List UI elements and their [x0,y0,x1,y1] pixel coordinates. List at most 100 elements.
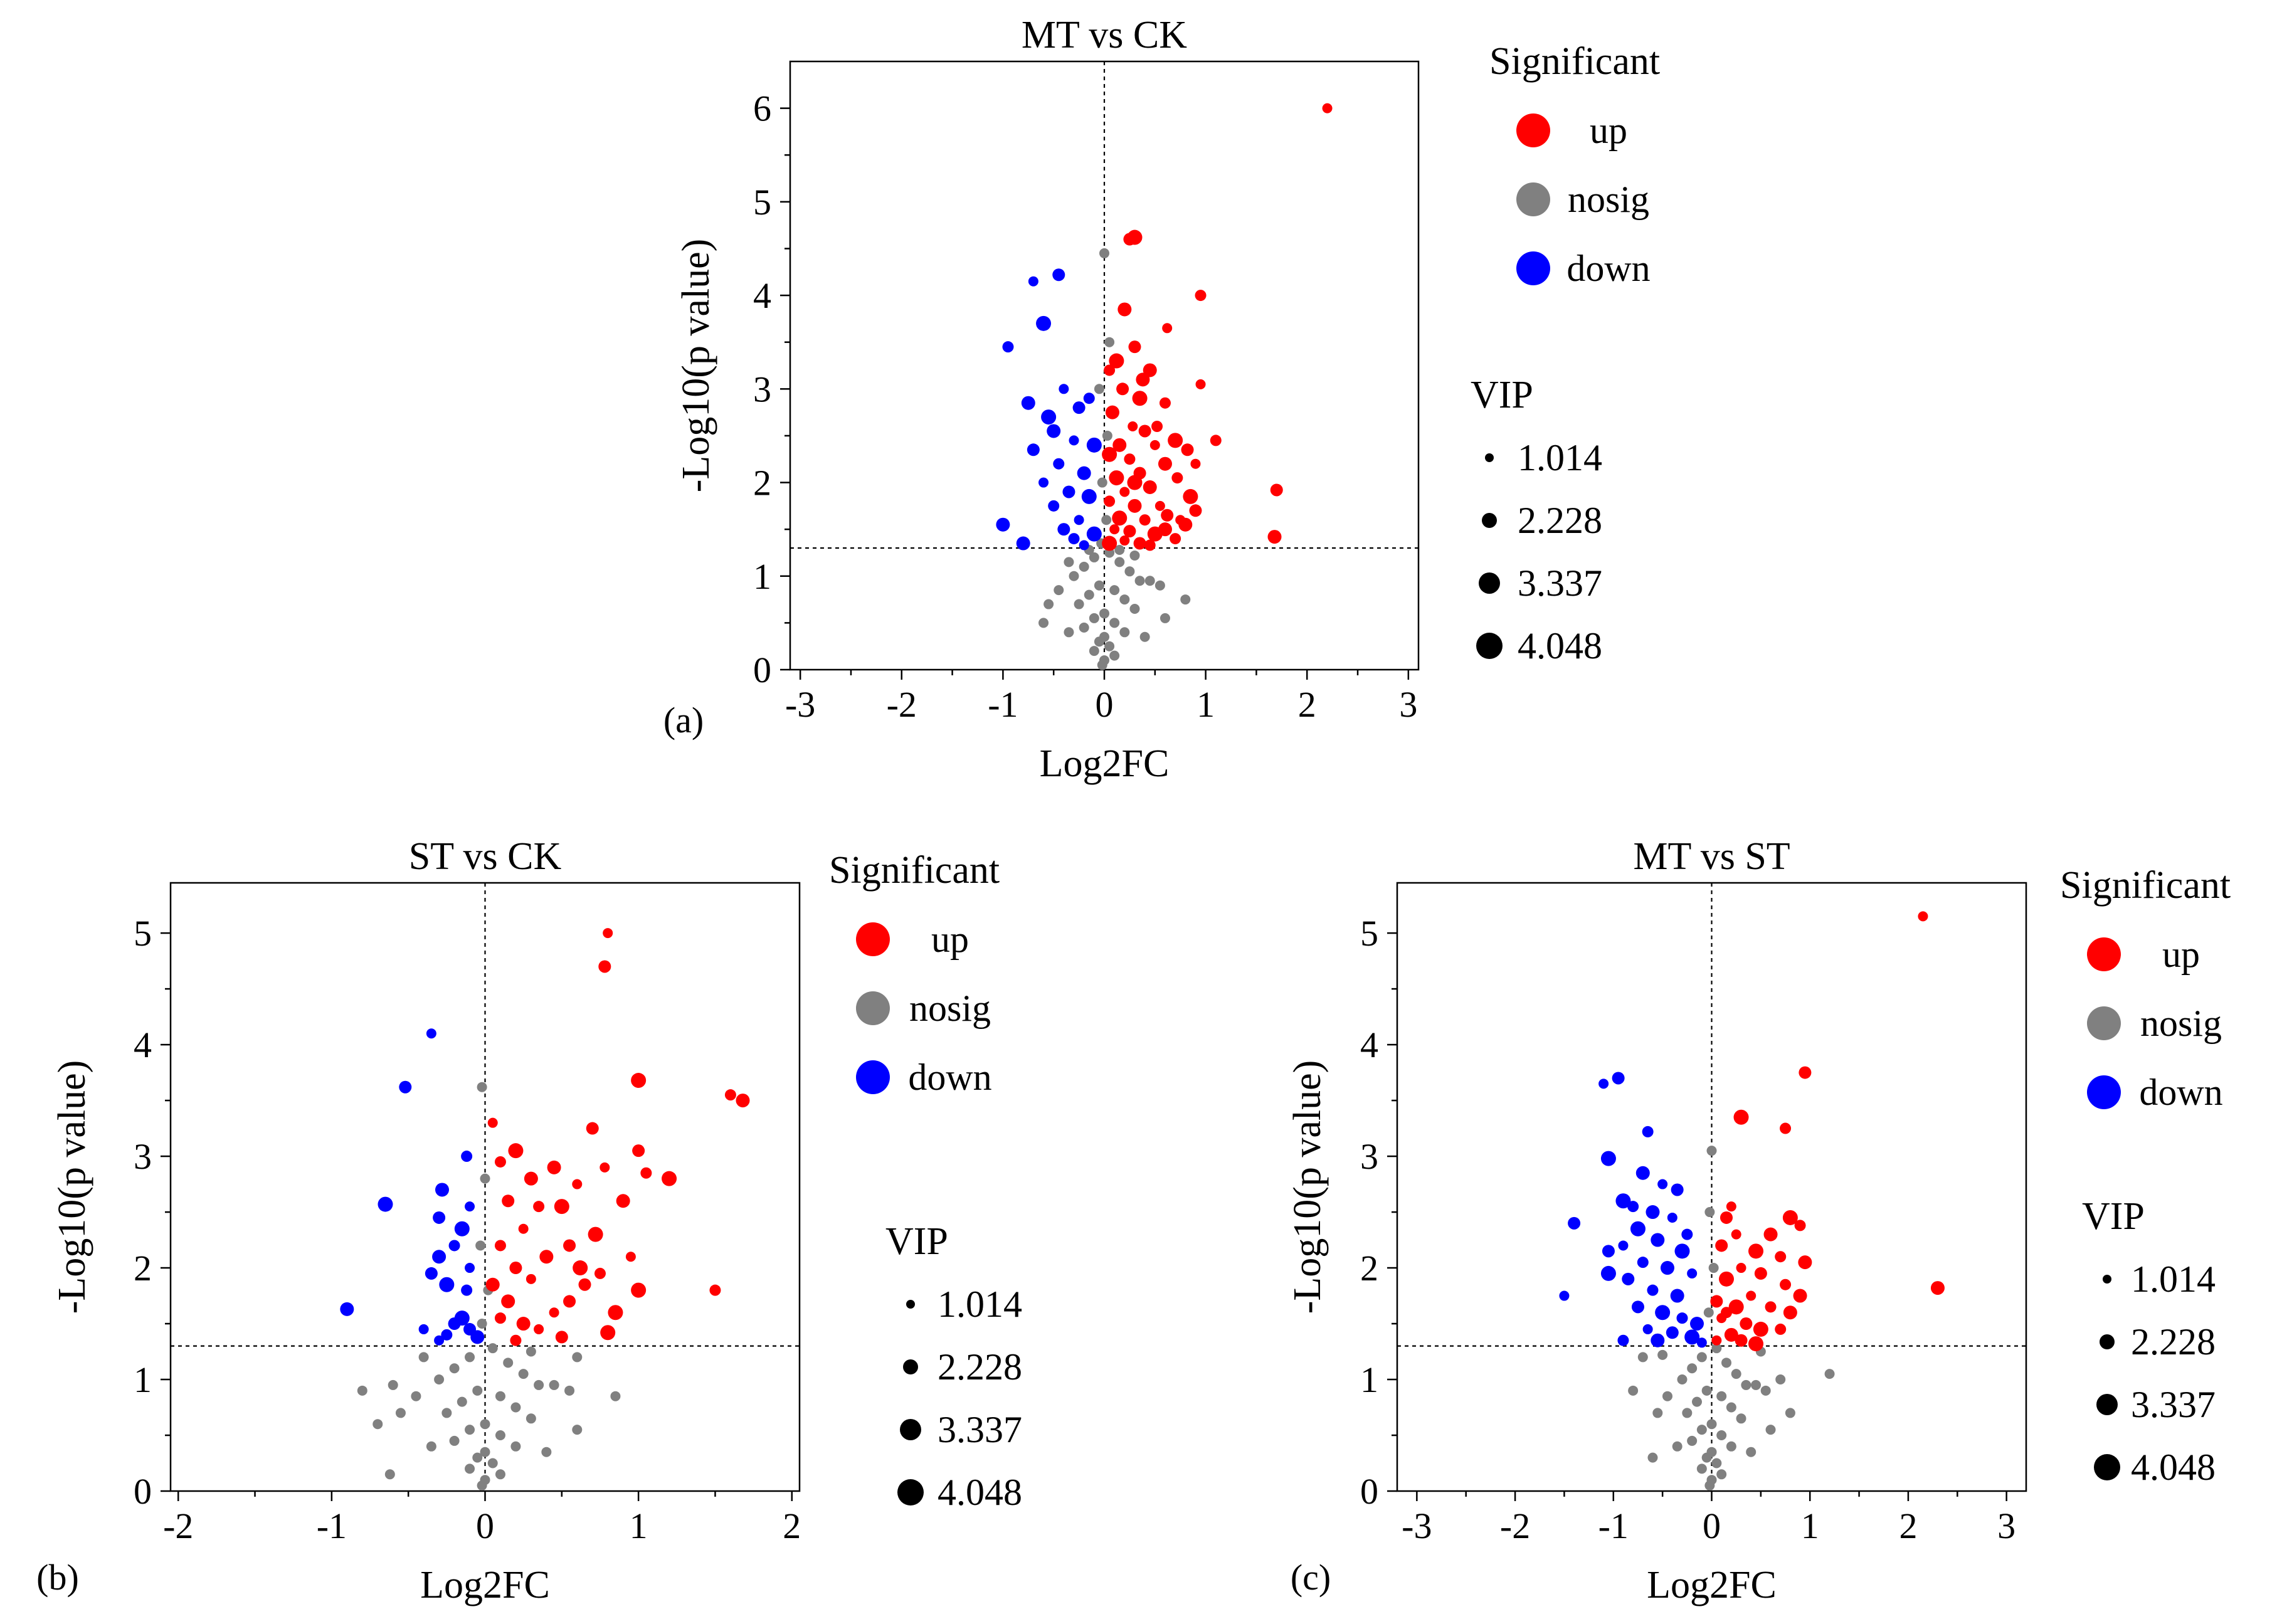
point-nosig [465,1425,475,1435]
point-down [448,1240,460,1252]
point-up [600,1325,616,1341]
point-up [1720,1211,1733,1224]
point-up [1158,456,1172,471]
legend-down-marker [2087,1075,2121,1109]
point-nosig [1662,1391,1672,1401]
point-nosig [1180,594,1191,605]
point-down [1036,315,1052,331]
point-up [1139,514,1151,526]
point-up [1124,453,1136,465]
point-down [1631,1300,1644,1314]
point-nosig [1704,1480,1715,1491]
point-nosig [1657,1349,1668,1360]
point-down [463,1322,477,1336]
point-nosig [477,1480,487,1491]
legend-nosig-marker [856,991,890,1025]
point-nosig [1069,571,1079,581]
point-nosig [1775,1374,1786,1385]
point-nosig [1706,1419,1717,1430]
point-nosig [1097,660,1107,670]
panel-c: -3 -2 -1 0 1 2 3 0 1 2 3 4 5 MT vs ST Log2FC -Log10(p v… [1286,835,2231,1606]
point-down [1052,268,1065,282]
point-down [439,1277,455,1292]
y-tick-label: 1 [753,556,771,597]
point-down [441,1329,453,1341]
point-up [1715,1239,1728,1252]
point-nosig [1129,550,1140,561]
point-up [600,1162,610,1173]
point-down [1600,1265,1616,1281]
point-up [549,1307,559,1318]
y-tick-label: 0 [1360,1471,1378,1512]
point-nosig [1079,561,1089,572]
point-nosig [1741,1379,1751,1390]
point-nosig [1637,1352,1648,1363]
point-up [1143,480,1157,494]
point-up [572,1179,583,1189]
point-up [1270,483,1283,497]
y-tick-label: 3 [134,1136,152,1177]
point-up [1710,1295,1723,1308]
point-nosig [572,1425,583,1435]
point-nosig [564,1385,575,1396]
legend-vip-marker [1476,633,1503,659]
legend-vip-marker [903,1359,918,1374]
legend-vip-label: 3.337 [2131,1384,2216,1425]
legend-nosig-label: nosig [909,988,991,1029]
point-down [1651,1333,1665,1347]
x-axis-title: Log2FC [1040,742,1170,785]
point-up [1763,1227,1778,1242]
point-up [1109,524,1120,535]
legend-down-marker [1516,251,1550,285]
point-nosig [1701,1452,1712,1463]
legend-vip-marker [2103,1275,2111,1284]
point-nosig [510,1402,521,1413]
legend-vip-marker [2100,1334,2115,1349]
point-down [1053,458,1065,470]
legend-vip-label: 1.014 [2131,1258,2216,1300]
point-up [1133,537,1146,550]
point-nosig [1101,515,1112,525]
legend-up-marker [856,922,890,956]
point-nosig [1114,557,1125,567]
point-nosig [477,1082,487,1092]
point-nosig [1064,627,1074,638]
point-nosig [495,1469,505,1480]
point-nosig [472,1385,483,1396]
point-down [1674,1243,1690,1259]
point-up [510,1334,522,1346]
point-up [578,1278,591,1291]
point-nosig [1726,1402,1736,1413]
point-up [1158,522,1172,537]
point-down [1048,500,1060,512]
point-down [1057,523,1070,536]
point-nosig [1097,477,1107,488]
point-down [1047,424,1061,438]
point-down [1002,341,1014,353]
point-up [1775,1251,1787,1263]
point-up [1149,440,1160,450]
point-up [640,1167,652,1179]
point-up [487,1117,498,1128]
point-down [1676,1312,1688,1324]
point-down [1666,1326,1679,1339]
point-nosig [1129,604,1140,614]
point-up [1102,446,1117,462]
point-nosig [1765,1425,1776,1435]
point-down [418,1324,429,1334]
point-down [1086,437,1102,453]
panel-label: (a) [663,700,704,741]
point-nosig [1124,566,1135,577]
point-nosig [1824,1369,1835,1379]
point-nosig [1706,1146,1717,1156]
point-nosig [457,1396,467,1407]
y-tick-label: 0 [753,650,771,690]
point-down [1687,1268,1698,1279]
point-up [509,1262,522,1275]
point-up [1724,1327,1738,1342]
point-nosig [1099,248,1109,258]
point-down [1671,1183,1684,1196]
y-axis-title: -Log10(p value) [1286,1060,1329,1314]
point-nosig [1102,430,1112,441]
point-nosig [357,1385,367,1396]
